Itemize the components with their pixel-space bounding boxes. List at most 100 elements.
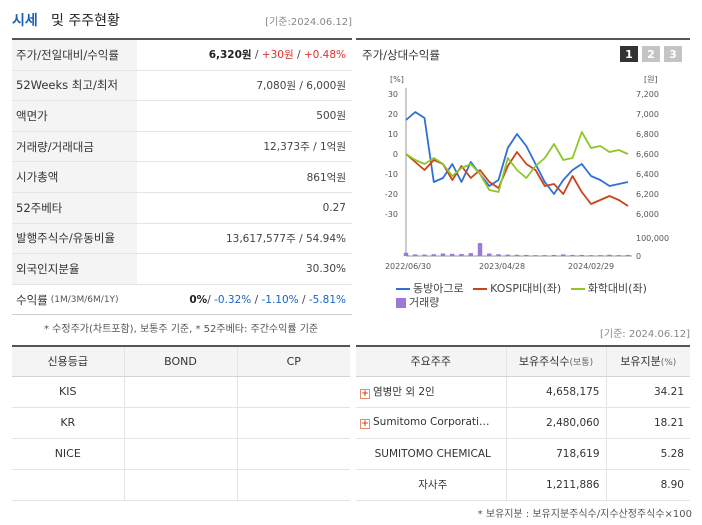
credit-grade-table: 신용등급 BOND CP KIS KR NICE — [12, 345, 350, 501]
bond-cell — [124, 469, 238, 501]
bond-cell — [124, 438, 238, 470]
section-header: 시세 및 주주현황 [기준:2024.06.12] — [12, 10, 352, 32]
left-tick-label: -30 — [385, 210, 398, 219]
right-tick-label: 6,400 — [636, 170, 659, 179]
series-line — [405, 131, 629, 193]
volume-bar — [413, 254, 418, 256]
returns-period-label: (1M/3M/6M/1Y) — [50, 294, 119, 305]
footnote-stock: * 수정주가(차트포함), 보통주 기준, * 52주베타: 주간수익률 기준 — [44, 324, 319, 335]
table-row: NICE — [12, 438, 350, 470]
volume-bar — [487, 253, 492, 256]
base-date-2: [기준: 2024.06.12] — [599, 329, 690, 340]
volume-tick-label: 0 — [636, 252, 641, 261]
row-value: 6,320원 / +30원 / +0.48% — [137, 47, 352, 62]
bond-cell — [124, 376, 238, 408]
row-market-cap: 시가총액 861억원 — [12, 162, 352, 193]
left-tick-label: 0 — [393, 150, 398, 159]
row-value: 13,617,577주 / 54.94% — [225, 232, 346, 245]
row-label: 주가/전일대비/수익률 — [12, 40, 137, 70]
major-shareholders-table: 주요주주 보유주식수(보통) 보유지분(%) + 염병만 외 2인 4,658,1… — [356, 345, 690, 501]
header-unit: (%) — [660, 358, 677, 369]
header-text: 보유지분 — [620, 355, 661, 369]
bond-cell — [124, 407, 238, 439]
table-row: + 염병만 외 2인 4,658,175 34.21 — [356, 376, 690, 408]
volume-bar — [440, 253, 446, 256]
holder-name[interactable]: Sumitomo Corporation... — [373, 416, 491, 428]
chart-tab-1[interactable]: 1 — [620, 46, 638, 62]
legend-label: 화학대비(좌) — [587, 282, 647, 295]
ratio-cell: 8.90 — [606, 469, 690, 501]
volume-bar — [570, 254, 575, 256]
section-title: 시세 — [12, 13, 38, 29]
column-header: 보유주식수(보통) — [506, 346, 607, 377]
volume-bar — [607, 254, 612, 256]
header-text: 보유주식수 — [518, 355, 570, 369]
volume-bar — [514, 254, 520, 256]
legend-line-icon — [570, 288, 585, 290]
legend-label: 거래량 — [409, 296, 440, 309]
volume-bar — [616, 255, 621, 256]
price-change: +30원 — [261, 49, 294, 62]
price-return-chart: [%] [원] 30 20 10 0 -10 -20 -30 7,200 7,000 6,800 6,6… — [385, 75, 669, 271]
row-label: 거래량/거래대금 — [12, 131, 137, 162]
row-label: 52주베타 — [12, 192, 137, 223]
stock-info-table: 주가/전일대비/수익률 6,320원 / +30원 / +0.48% 52Wee… — [12, 38, 352, 316]
cp-cell — [237, 407, 350, 439]
header-unit: (보통) — [569, 358, 594, 369]
chart-panel: 주가/상대수익률 1 2 3 [%] [원] 30 20 10 0 -10 -20 -30 7,2… — [356, 38, 690, 310]
column-header: 주요주주 — [356, 346, 507, 377]
cp-cell — [237, 438, 350, 470]
row-par-value: 액면가 500원 — [12, 101, 352, 132]
separator: / — [293, 49, 304, 62]
row-label: 52Weeks 최고/최저 — [12, 70, 137, 101]
row-value: 7,080원 / 6,000원 — [256, 79, 346, 92]
table-row: SUMITOMO CHEMICAL 718,619 5.28 — [356, 438, 690, 470]
volume-bar — [542, 255, 547, 256]
holder-name-cell: 자사주 — [356, 469, 507, 501]
table-row: KR — [12, 407, 350, 439]
volume-bar — [551, 254, 557, 256]
volume-bar — [450, 253, 455, 256]
left-axis-unit: [%] — [390, 75, 404, 84]
legend-label: KOSPI대비(좌) — [490, 282, 562, 295]
row-shares: 발행주식수/유동비율 13,617,577주 / 54.94% — [12, 223, 352, 255]
price-rate: +0.48% — [303, 49, 346, 62]
right-tick-label: 6,600 — [636, 150, 659, 159]
right-tick-label: 6,200 — [636, 190, 659, 199]
agency-cell: KIS — [12, 376, 125, 408]
agency-cell: NICE — [12, 438, 125, 470]
volume-bar — [524, 254, 529, 256]
volume-bar — [422, 254, 427, 256]
row-value: 0%/ -0.32% / -1.10% / -5.81% — [189, 293, 346, 306]
holder-name-cell: + 염병만 외 2인 — [356, 376, 507, 408]
chart-tab-3[interactable]: 3 — [664, 46, 682, 62]
legend-item: 거래량 — [396, 296, 439, 310]
expand-icon[interactable]: + — [360, 419, 370, 429]
holder-name-cell: + Sumitomo Corporation... — [356, 407, 507, 439]
chart-tab-2[interactable]: 2 — [642, 46, 660, 62]
left-tick-label: 10 — [388, 130, 398, 139]
volume-bar — [403, 252, 409, 256]
legend-item: KOSPI대비(좌) — [473, 282, 561, 296]
base-date: [기준:2024.06.12] — [265, 17, 352, 28]
holder-name[interactable]: 염병만 외 2인 — [373, 386, 435, 398]
volume-bar — [477, 243, 483, 256]
volume-bar — [431, 254, 436, 256]
volume-bar — [505, 254, 510, 256]
ratio-cell: 18.21 — [606, 407, 690, 439]
left-tick-label: 20 — [388, 110, 398, 119]
row-beta: 52주베타 0.27 — [12, 192, 352, 224]
legend-label: 동방아그로 — [413, 282, 464, 295]
cp-cell — [237, 469, 350, 501]
separator: / — [207, 293, 215, 306]
legend-box-icon — [396, 298, 406, 308]
return-6m: -1.10% — [261, 293, 299, 306]
row-label: 발행주식수/유동비율 — [12, 223, 137, 254]
x-tick-label: 2022/06/30 — [385, 262, 431, 271]
table-header-row: 신용등급 BOND CP — [12, 346, 350, 377]
table-row — [12, 469, 350, 501]
column-header: CP — [237, 346, 350, 377]
row-label: 수익률 (1M/3M/6M/1Y) — [12, 284, 137, 315]
table-row: KIS — [12, 376, 350, 408]
expand-icon[interactable]: + — [360, 388, 370, 399]
